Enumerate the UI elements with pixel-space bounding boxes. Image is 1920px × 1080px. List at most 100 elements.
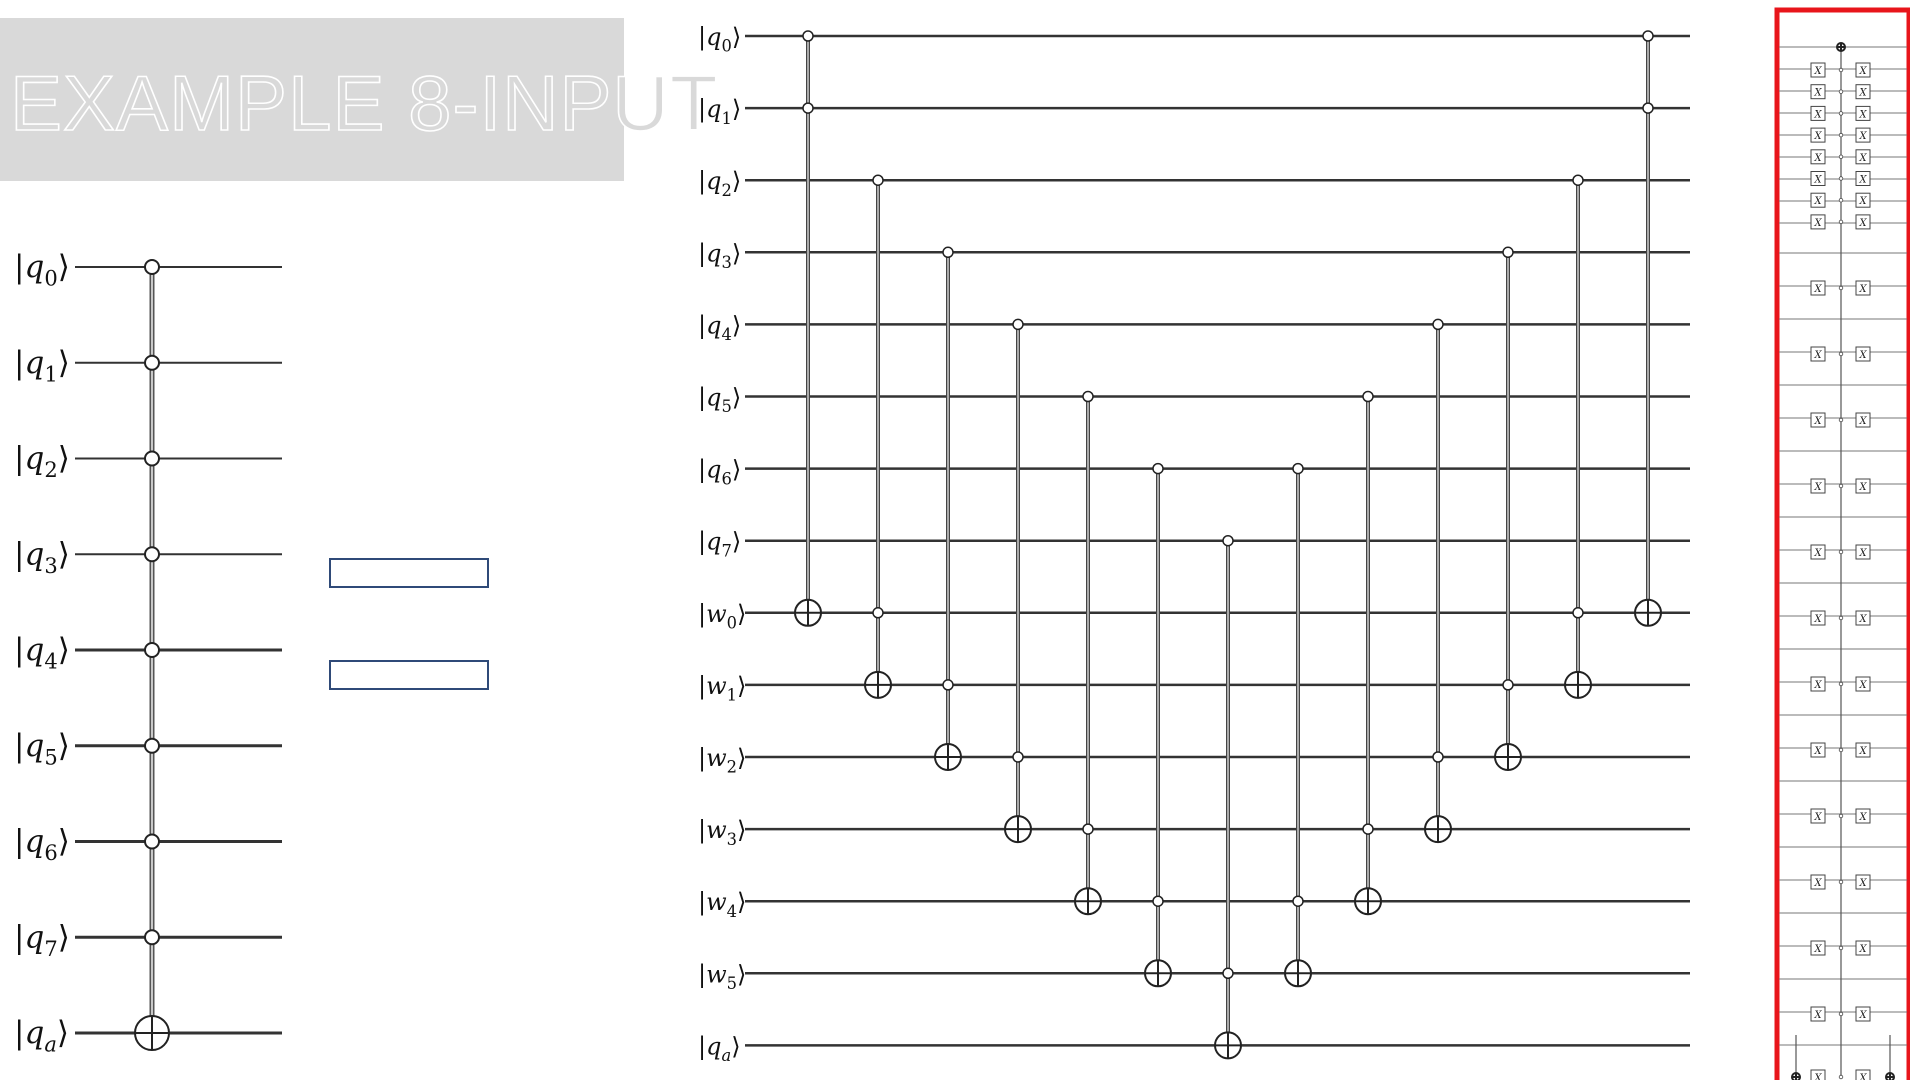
mini-x-label: X: [1858, 812, 1867, 823]
mini-x-gate: [1855, 214, 1871, 230]
mini-control-dot: [1838, 879, 1844, 885]
mini-x-gate: [1855, 1006, 1871, 1022]
mini-control-dot: [1838, 549, 1844, 555]
middle-target: [1354, 887, 1382, 916]
mini-x-label: X: [1813, 175, 1822, 186]
middle-target: [934, 743, 962, 771]
middle-control-dot: [1502, 679, 1514, 691]
middle-target: [864, 670, 892, 699]
mini-x-label: X: [1813, 218, 1822, 229]
mini-x-gate: [1855, 544, 1871, 560]
left-wire-label: |q5⟩: [14, 728, 70, 770]
mini-x-gate: [1855, 1069, 1871, 1080]
left-control-dot: [144, 354, 160, 371]
middle-wire-label: |w1⟩: [698, 672, 746, 705]
mini-x-label: X: [1813, 812, 1822, 823]
mini-x-label: X: [1813, 944, 1822, 955]
middle-control-dot: [802, 30, 814, 42]
middle-target: [1214, 1031, 1242, 1060]
left-control-dot: [144, 450, 160, 467]
mini-x-label: X: [1858, 944, 1867, 955]
mini-x-gate: [1810, 149, 1826, 165]
mini-x-label: X: [1813, 614, 1822, 625]
middle-target: [794, 598, 822, 627]
left-control-dot: [144, 833, 160, 850]
middle-wire-label: |w3⟩: [698, 816, 746, 849]
mini-control-dot: [1838, 176, 1844, 181]
left-control-dot: [144, 642, 160, 658]
mini-control-dot: [1838, 945, 1844, 951]
middle-target: [1004, 815, 1032, 844]
middle-wire-label: |q3⟩: [698, 239, 741, 272]
middle-control-dot: [1012, 318, 1024, 331]
highlight-frame: [1774, 7, 1910, 1080]
mini-x-label: X: [1813, 196, 1822, 207]
middle-control-dot: [1082, 390, 1094, 403]
mini-x-label: X: [1858, 548, 1867, 559]
mini-x-label: X: [1858, 878, 1867, 889]
mini-x-label: X: [1858, 109, 1867, 120]
mini-x-gate: [1855, 171, 1871, 186]
mini-x-gate: [1810, 1006, 1826, 1022]
mini-x-label: X: [1813, 88, 1822, 99]
mini-x-gate: [1855, 346, 1871, 362]
mini-top-target: [1836, 42, 1846, 52]
mini-x-gate: [1810, 171, 1826, 186]
mini-control-dot: [1838, 111, 1844, 116]
middle-control-dot: [802, 102, 814, 114]
mini-x-gate: [1810, 610, 1826, 626]
mini-x-label: X: [1858, 153, 1867, 164]
middle-target: [1074, 887, 1102, 916]
mini-x-label: X: [1858, 1073, 1867, 1080]
middle-wire-label: |w2⟩: [698, 744, 746, 777]
mini-x-label: X: [1858, 131, 1867, 142]
left-wire-label: |q2⟩: [14, 441, 70, 483]
left-control-dot: [144, 259, 160, 275]
middle-control-dot: [1432, 318, 1444, 331]
mini-x-label: X: [1858, 66, 1867, 77]
left-wire-label: |qa⟩: [14, 1015, 69, 1057]
mini-x-gate: [1855, 610, 1871, 626]
middle-control-dot: [1012, 751, 1024, 763]
middle-wire-label: |q1⟩: [698, 95, 741, 128]
mini-control-dot: [1838, 615, 1844, 621]
middle-wire-label: |q0⟩: [698, 23, 741, 56]
title-banner: EXAMPLE 8-INPUT: [0, 18, 718, 181]
mini-control-dot: [1838, 1074, 1844, 1080]
middle-target: [1424, 815, 1452, 844]
mini-x-gate: [1810, 62, 1826, 78]
middle-wire-label: |w4⟩: [698, 888, 746, 921]
middle-control-dot: [942, 246, 954, 259]
middle-target: [1284, 959, 1312, 988]
left-wire-label: |q6⟩: [14, 824, 70, 866]
mini-x-gate: [1810, 192, 1826, 208]
mini-control-dot: [1838, 132, 1844, 138]
mini-control-dot: [1838, 89, 1844, 94]
middle-control-dot: [1432, 751, 1444, 763]
mini-x-label: X: [1858, 680, 1867, 691]
mini-x-gate: [1855, 676, 1871, 692]
middle-control-dot: [1642, 30, 1654, 42]
mini-x-label: X: [1858, 350, 1867, 361]
mini-side-target-left: [1791, 1072, 1801, 1080]
middle-control-dot: [872, 607, 884, 619]
mini-x-label: X: [1813, 284, 1822, 295]
middle-control-dot: [1152, 462, 1164, 475]
mini-x-gate: [1855, 84, 1871, 100]
middle-target: [1144, 959, 1172, 988]
mini-x-gate: [1855, 105, 1871, 121]
middle-wire-label: |q4⟩: [698, 311, 741, 344]
mini-x-label: X: [1858, 175, 1867, 186]
left-control-dot: [144, 546, 160, 563]
middle-wire-label: |q7⟩: [698, 528, 741, 561]
middle-control-dot: [1222, 534, 1234, 547]
mini-x-gate: [1810, 808, 1826, 824]
mini-control-dot: [1838, 483, 1844, 489]
mini-x-gate: [1810, 478, 1826, 494]
middle-wire-label: |w0⟩: [698, 600, 746, 633]
middle-control-dot: [1292, 895, 1304, 907]
mini-x-gate: [1810, 105, 1826, 121]
middle-control-dot: [1362, 390, 1374, 403]
middle-circuit: |q0⟩ |q1⟩ |q2⟩ |q3⟩ |q4⟩ |q5⟩ |q6⟩ |q7⟩ |w0⟩ |w1⟩…: [698, 23, 1690, 1065]
mini-x-gate: [1810, 346, 1826, 362]
